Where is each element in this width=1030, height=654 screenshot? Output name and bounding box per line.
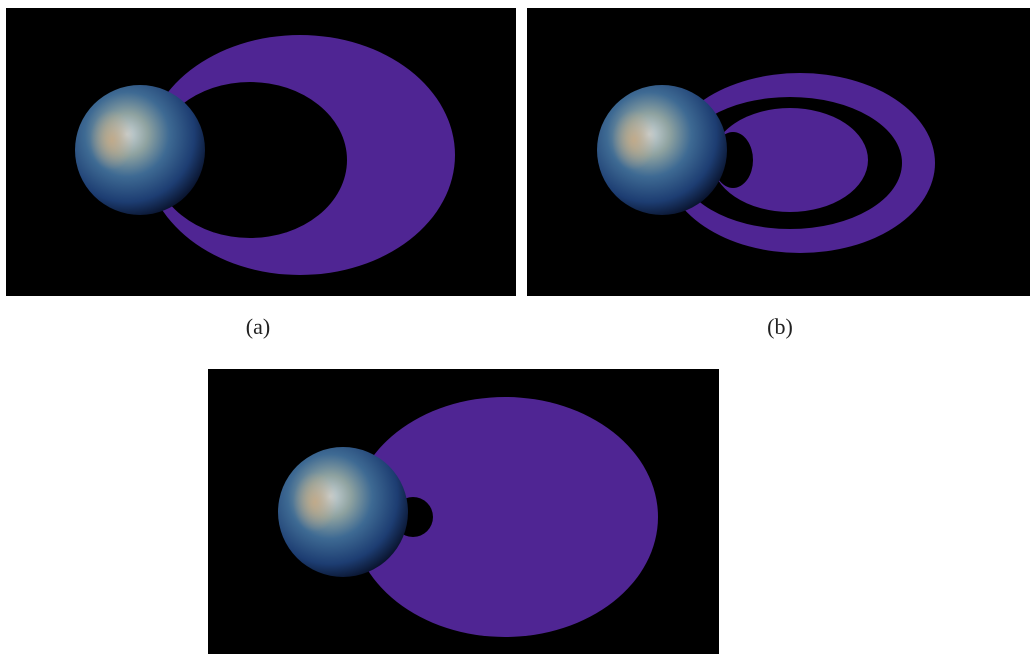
panel-label: (a) <box>246 314 270 339</box>
panel-c <box>208 369 719 654</box>
panel-b <box>527 8 1030 296</box>
panel-label: (b) <box>767 314 793 339</box>
panel-a <box>6 8 516 296</box>
